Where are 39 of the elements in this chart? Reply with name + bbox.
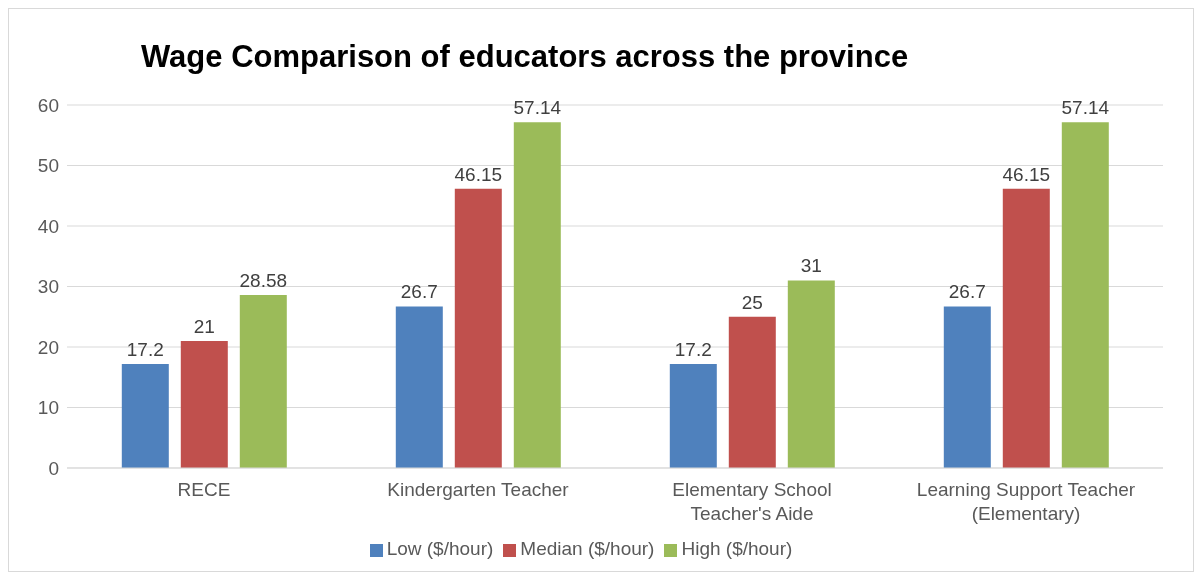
bar xyxy=(121,363,169,468)
data-label: 57.14 xyxy=(513,97,562,119)
data-label: 28.58 xyxy=(239,270,288,292)
bar xyxy=(669,363,717,468)
y-tick-label: 10 xyxy=(37,397,59,419)
x-tick-label: Elementary School Teacher's Aide xyxy=(672,479,832,524)
bar xyxy=(1061,122,1109,468)
bar xyxy=(728,316,776,468)
x-tick-label: RECE xyxy=(177,479,231,500)
y-tick-label: 50 xyxy=(37,155,59,177)
y-tick-label: 0 xyxy=(48,457,59,479)
data-label: 17.2 xyxy=(674,338,712,360)
data-label: 57.14 xyxy=(1061,97,1110,119)
data-label: 31 xyxy=(800,255,822,277)
data-label: 21 xyxy=(193,315,215,337)
y-tick-label: 40 xyxy=(37,215,59,237)
chart-title: Wage Comparison of educators across the province xyxy=(141,39,909,75)
x-tick-label: Learning Support Teacher (Elementary) xyxy=(916,479,1136,524)
bar xyxy=(395,306,443,468)
bar xyxy=(787,280,835,468)
bar xyxy=(180,340,228,468)
y-tick-label: 60 xyxy=(37,94,59,116)
x-tick-label: Kindergarten Teacher xyxy=(387,479,570,500)
bar xyxy=(943,306,991,468)
bar xyxy=(239,295,287,468)
data-label: 46.15 xyxy=(1002,163,1051,185)
data-label: 26.7 xyxy=(400,281,438,303)
data-label: 17.2 xyxy=(126,338,164,360)
bar xyxy=(454,188,502,468)
y-tick-label: 20 xyxy=(37,336,59,358)
legend-label: High ($/hour) xyxy=(681,538,793,559)
legend-label: Low ($/hour) xyxy=(386,538,494,559)
data-label: 46.15 xyxy=(454,163,503,185)
data-label: 25 xyxy=(741,291,763,313)
data-label: 26.7 xyxy=(948,281,986,303)
bar xyxy=(513,122,561,468)
y-tick-label: 30 xyxy=(37,276,59,298)
legend-label: Median ($/hour) xyxy=(520,538,655,559)
bar xyxy=(1002,188,1050,468)
